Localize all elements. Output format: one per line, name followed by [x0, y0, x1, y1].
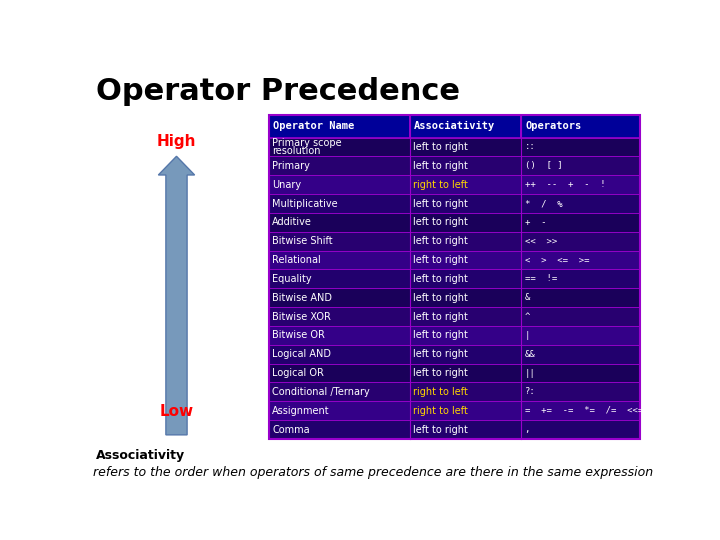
Text: Additive: Additive [272, 217, 312, 227]
Bar [410, 114, 521, 138]
Text: left to right: left to right [413, 368, 468, 378]
Text: Associativity: Associativity [96, 449, 185, 462]
Text: ()  [ ]: () [ ] [525, 161, 562, 170]
Bar [269, 326, 639, 345]
Text: left to right: left to right [413, 312, 468, 321]
Text: Operator Name: Operator Name [273, 121, 354, 131]
Bar [269, 232, 639, 251]
Bar [269, 420, 639, 439]
Text: High: High [157, 134, 197, 149]
Bar [269, 363, 639, 382]
FancyArrow shape [158, 156, 194, 435]
Text: Relational: Relational [272, 255, 321, 265]
Text: left to right: left to right [413, 217, 468, 227]
Text: left to right: left to right [413, 424, 468, 435]
Text: +  -: + - [525, 218, 546, 227]
Text: Primary scope: Primary scope [272, 138, 342, 148]
Text: ++  --  +  -  !: ++ -- + - ! [525, 180, 606, 189]
Bar [269, 213, 639, 232]
Bar [269, 194, 639, 213]
Text: ==  !=: == != [525, 274, 557, 284]
Text: left to right: left to right [413, 199, 468, 208]
Text: ^: ^ [525, 312, 530, 321]
Bar [269, 157, 639, 176]
Text: Bitwise OR: Bitwise OR [272, 330, 325, 340]
Text: left to right: left to right [413, 274, 468, 284]
Text: Logical AND: Logical AND [272, 349, 331, 359]
Text: Multiplicative: Multiplicative [272, 199, 338, 208]
Text: &&: && [525, 350, 536, 359]
Text: ?:: ?: [525, 387, 536, 396]
Text: =  +=  -=  *=  /=  <<=  >>=  %=  &=  ^=  |=: = += -= *= /= <<= >>= %= &= ^= |= [525, 406, 720, 415]
Text: Associativity: Associativity [414, 121, 495, 131]
Text: left to right: left to right [413, 349, 468, 359]
Text: Assignment: Assignment [272, 406, 330, 416]
Text: Primary: Primary [272, 161, 310, 171]
Bar [269, 251, 639, 269]
Text: &: & [525, 293, 530, 302]
Text: |: | [525, 331, 530, 340]
Text: left to right: left to right [413, 293, 468, 303]
Text: Bitwise Shift: Bitwise Shift [272, 236, 333, 246]
Text: Low: Low [159, 404, 194, 420]
Text: Bitwise XOR: Bitwise XOR [272, 312, 331, 321]
Bar [269, 176, 639, 194]
Text: Operator Precedence: Operator Precedence [96, 77, 459, 106]
Text: left to right: left to right [413, 255, 468, 265]
Bar [269, 382, 639, 401]
Text: Unary: Unary [272, 180, 302, 190]
Text: Bitwise AND: Bitwise AND [272, 293, 332, 303]
Text: left to right: left to right [413, 142, 468, 152]
Text: right to left: right to left [413, 180, 468, 190]
Text: Operators: Operators [526, 121, 582, 131]
Text: Equality: Equality [272, 274, 312, 284]
Bar [269, 307, 639, 326]
Text: right to left: right to left [413, 406, 468, 416]
Text: ::: :: [525, 143, 536, 152]
Bar [269, 138, 639, 157]
Text: left to right: left to right [413, 236, 468, 246]
Bar [521, 114, 639, 138]
Text: Logical OR: Logical OR [272, 368, 324, 378]
Text: <  >  <=  >=: < > <= >= [525, 255, 589, 265]
Text: right to left: right to left [413, 387, 468, 397]
Text: Conditional /Ternary: Conditional /Ternary [272, 387, 370, 397]
Bar [269, 288, 639, 307]
Text: left to right: left to right [413, 161, 468, 171]
Text: Comma: Comma [272, 424, 310, 435]
Text: resolution: resolution [272, 146, 321, 156]
Text: ||: || [525, 369, 536, 377]
Bar [269, 114, 639, 439]
Bar [269, 114, 410, 138]
Bar [269, 401, 639, 420]
Bar [269, 345, 639, 363]
Text: ,: , [525, 425, 530, 434]
Text: left to right: left to right [413, 330, 468, 340]
Text: <<  >>: << >> [525, 237, 557, 246]
Bar [269, 269, 639, 288]
Text: refers to the order when operators of same precedence are there in the same expr: refers to the order when operators of sa… [93, 465, 653, 478]
Text: *  /  %: * / % [525, 199, 562, 208]
